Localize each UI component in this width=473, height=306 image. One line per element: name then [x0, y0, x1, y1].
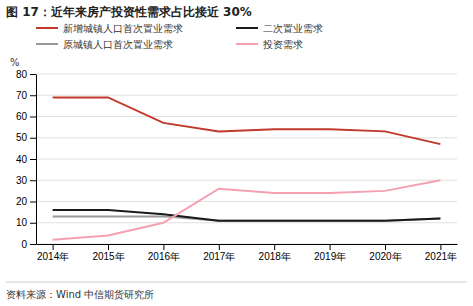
tick: 30 — [16, 175, 36, 186]
grid-line — [36, 159, 457, 160]
tick: 2018年 — [259, 244, 291, 262]
tick-mark — [30, 138, 36, 139]
tick-mark — [163, 244, 164, 250]
legend-swatch — [36, 43, 58, 45]
tick: 10 — [16, 217, 36, 228]
grid-line — [36, 95, 457, 96]
tick: 2020年 — [369, 244, 401, 262]
axis-title: % — [10, 57, 20, 68]
grid — [36, 74, 457, 244]
tick-label: 60 — [16, 111, 28, 122]
tick-mark — [30, 74, 36, 75]
tick-label: 40 — [16, 154, 28, 165]
legend-swatch — [236, 43, 258, 45]
grid-line — [36, 180, 457, 181]
line — [53, 97, 441, 144]
tick: 40 — [16, 154, 36, 165]
grid-line — [36, 74, 457, 75]
tick-label: 10 — [16, 217, 28, 228]
tick-mark — [30, 244, 36, 245]
tick-mark — [108, 244, 109, 250]
tick-label: 2014年 — [37, 251, 69, 262]
tick-mark — [53, 244, 54, 250]
tick: 60 — [16, 111, 36, 122]
tick-label: 30 — [16, 175, 28, 186]
tick: 2016年 — [148, 244, 180, 262]
tick-mark — [30, 95, 36, 96]
y-axis: 0 10 20 30 40 50 60 70 80 — [16, 69, 37, 250]
tick-mark — [30, 223, 36, 224]
grid-line — [36, 116, 457, 117]
tick: 50 — [16, 132, 36, 143]
tick-label: 2017年 — [203, 251, 235, 262]
tick: 80 — [16, 69, 36, 80]
tick-label: 2018年 — [259, 251, 291, 262]
legend-label: 原城镇人口首次置业需求 — [63, 39, 173, 50]
x-axis: 2014年 2015年 2016年 2017年 2018年 2019年 2020年 2021年 — [37, 244, 458, 262]
axis-line — [37, 244, 458, 245]
tick-label: 2016年 — [148, 251, 180, 262]
tick-label: 50 — [16, 132, 28, 143]
tick-mark — [30, 117, 36, 118]
separator — [6, 282, 467, 283]
tick: 20 — [16, 196, 36, 207]
chart: 图 17：近年来房产投资性需求占比接近 30% 0 10 20 30 40 50 60 70 80… — [0, 0, 473, 306]
tick: 0 — [21, 239, 36, 250]
tick: 70 — [16, 90, 36, 101]
tick-mark — [30, 159, 36, 160]
tick-mark — [30, 202, 36, 203]
tick-label: 2019年 — [314, 251, 346, 262]
tick-mark — [330, 244, 331, 250]
tick-mark — [440, 244, 441, 250]
line — [53, 210, 441, 221]
tick-label: 0 — [21, 239, 27, 250]
lines — [53, 97, 441, 239]
legend-label: 投资需求 — [262, 39, 303, 50]
tick-label: 80 — [16, 69, 28, 80]
tick-mark — [30, 180, 36, 181]
tick: 2017年 — [203, 244, 235, 262]
legend: 新增城镇人口首次置业需求原城镇人口首次置业需求 二次置业需求投资需求 — [36, 23, 323, 50]
tick-mark — [385, 244, 386, 250]
tick-label: 2020年 — [369, 251, 401, 262]
tick-label: 2015年 — [92, 251, 124, 262]
tick: 2021年 — [425, 244, 457, 262]
tick: 2019年 — [314, 244, 346, 262]
line — [53, 180, 441, 240]
legend-swatch — [236, 27, 258, 29]
grid-line — [36, 222, 457, 223]
legend-label: 二次置业需求 — [263, 23, 323, 34]
grid-line — [36, 244, 457, 245]
legend-item: 新增城镇人口首次置业需求 — [36, 23, 183, 34]
tick: 2014年 — [37, 244, 69, 262]
legend-item: 投资需求 — [236, 39, 303, 50]
tick: 2015年 — [92, 244, 124, 262]
tick-mark — [219, 244, 220, 250]
plot: 010203040506070802014年2015年2016年2017年201… — [16, 69, 458, 262]
source: 资料来源：Wind 中信期货研究所 — [6, 289, 154, 300]
legend-label: 新增城镇人口首次置业需求 — [63, 23, 183, 34]
tick-mark — [274, 244, 275, 250]
grid-line — [36, 137, 457, 138]
grid-line — [36, 201, 457, 202]
title: 图 17：近年来房产投资性需求占比接近 30% — [6, 5, 252, 19]
legend-item: 原城镇人口首次置业需求 — [36, 39, 173, 50]
tick-label: 70 — [16, 90, 28, 101]
legend-item: 二次置业需求 — [236, 23, 323, 34]
tick-label: 20 — [16, 196, 28, 207]
legend-swatch — [36, 27, 58, 29]
tick-label: 2021年 — [425, 251, 457, 262]
axis-line — [36, 75, 37, 245]
